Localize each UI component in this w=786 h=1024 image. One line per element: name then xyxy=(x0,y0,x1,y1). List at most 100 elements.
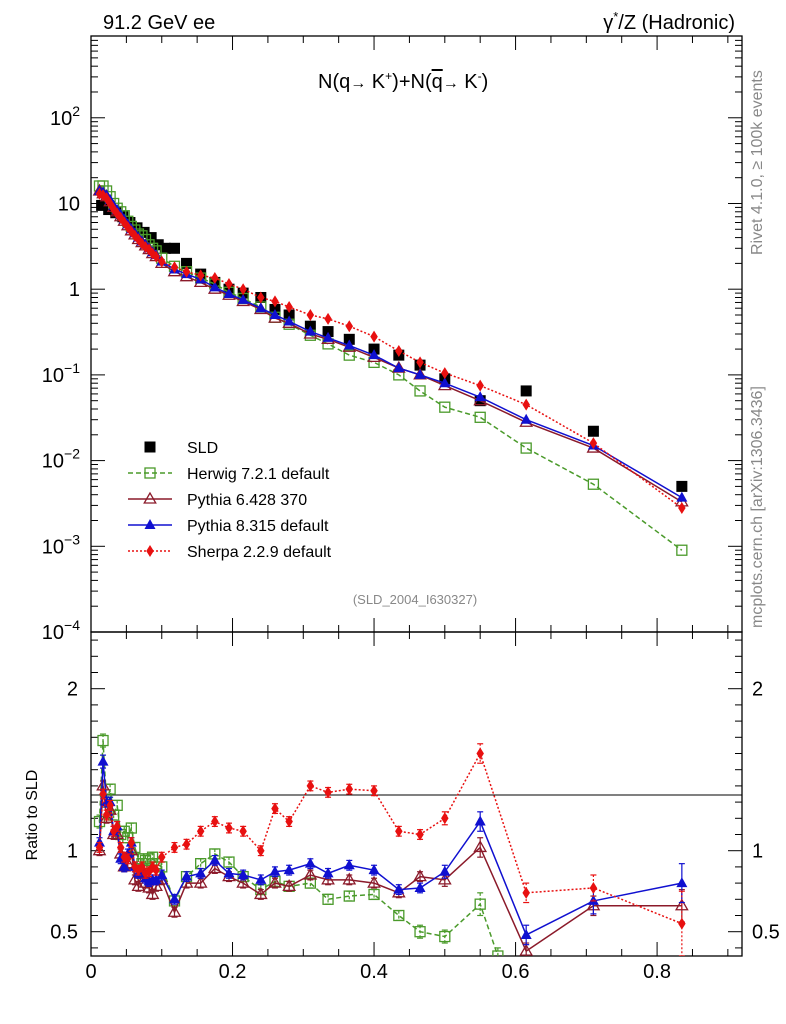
ratio-point xyxy=(152,864,160,877)
data-point xyxy=(322,331,334,342)
ratio-point xyxy=(282,879,297,891)
ratio-point xyxy=(321,872,335,885)
data-point xyxy=(145,232,157,244)
ratio-point xyxy=(343,859,355,870)
ratio-point xyxy=(97,734,109,747)
ratio-point xyxy=(474,815,486,826)
mcplots-label: mcplots.cern.ch [arXiv:1306.3436] xyxy=(749,386,766,628)
data-point xyxy=(283,315,295,326)
data-point xyxy=(257,291,265,304)
axes-layer: 0 0.2 0.4 0.6 0.8 10−4 10−3 10−2 10−1 1 10 102 0.5 0.… xyxy=(42,35,780,983)
ratio-pythia-6-428-370 xyxy=(92,778,689,956)
ratio-point xyxy=(207,861,222,874)
ratio-point xyxy=(150,873,162,884)
ratio-y-tick-label-right: 2 xyxy=(752,679,763,701)
ratio-point xyxy=(271,802,279,815)
ratio-point xyxy=(145,887,160,900)
ratio-point xyxy=(181,870,193,881)
ratio-line xyxy=(98,785,682,953)
y-tick-label: 102 xyxy=(50,103,80,130)
data-point xyxy=(152,239,164,251)
ratio-point xyxy=(106,799,114,812)
ratio-point xyxy=(116,841,125,854)
ratio-point xyxy=(522,886,530,899)
ratio-point xyxy=(103,802,117,815)
y-tick-label: 10−4 xyxy=(42,617,80,644)
ratio-point xyxy=(322,867,334,878)
ratio-point xyxy=(676,877,688,888)
legend-label: Pythia 6.428 370 xyxy=(187,492,307,509)
ratio-y-tick-label: 2 xyxy=(67,679,78,701)
ratio-point xyxy=(182,838,191,851)
main-data-layer xyxy=(92,180,689,556)
y-tick-label: 10−2 xyxy=(42,446,80,473)
ratio-point xyxy=(519,943,534,956)
ratio-y-tick-label: 1 xyxy=(67,841,78,863)
ratio-point xyxy=(211,815,219,828)
legend-marker xyxy=(144,519,156,529)
ratio-point xyxy=(268,875,282,888)
data-point xyxy=(676,480,688,492)
data-point xyxy=(324,312,332,325)
data-point xyxy=(474,391,486,402)
data-point xyxy=(96,199,108,211)
legend: SLD Herwig 7.2.1 default Pythia 6.428 370 P… xyxy=(128,440,332,561)
data-point xyxy=(522,398,530,411)
data-point xyxy=(393,362,405,373)
ratio-point xyxy=(95,841,104,854)
data-point xyxy=(439,401,451,413)
data-point xyxy=(159,242,171,254)
data-point xyxy=(269,308,281,319)
ratio-point xyxy=(253,887,268,900)
data-point xyxy=(196,269,205,282)
ratio-point xyxy=(168,893,180,904)
data-point xyxy=(148,247,157,260)
rivet-version-label: Rivet 4.1.0, ≥ 100k events xyxy=(749,70,766,255)
y-tick-label: 1 xyxy=(69,279,80,301)
y-tick-label: 10 xyxy=(58,193,80,215)
data-point xyxy=(589,437,598,450)
data-point xyxy=(474,411,486,423)
legend-item: SLD xyxy=(144,440,218,457)
observable-title: N(q→ K+)+N(q→ K-) xyxy=(318,69,488,93)
ratio-point xyxy=(589,881,598,894)
ratio-point xyxy=(342,872,357,885)
ratio-point xyxy=(520,928,532,939)
ratio-data-layer xyxy=(92,733,689,956)
ratio-point xyxy=(304,857,316,868)
ratio-line xyxy=(98,740,499,956)
ratio-point xyxy=(441,812,449,825)
ratio-point xyxy=(97,755,109,766)
ratio-point xyxy=(393,883,405,894)
data-point xyxy=(225,277,233,290)
analysis-id: (SLD_2004_I630327) xyxy=(353,592,477,607)
ratio-point xyxy=(195,867,207,878)
ratio-point xyxy=(125,822,137,834)
data-point xyxy=(168,242,180,254)
ratio-point xyxy=(439,930,451,943)
legend-label: Sherpa 2.2.9 default xyxy=(187,544,332,561)
x-tick-label: 0.6 xyxy=(502,961,530,983)
ratio-point xyxy=(99,788,107,800)
data-point xyxy=(370,330,378,343)
x-tick-label: 0.2 xyxy=(219,961,247,983)
ratio-point xyxy=(492,950,504,956)
ratio-point xyxy=(239,825,247,838)
data-point xyxy=(285,300,293,313)
ratio-point xyxy=(283,864,295,875)
data-point xyxy=(138,226,150,238)
data-point xyxy=(345,320,354,333)
ratio-point xyxy=(345,783,354,796)
series-pythia-8-315-default xyxy=(93,184,688,502)
ratio-point xyxy=(223,867,235,878)
ratio-point xyxy=(322,893,334,905)
ratio-point xyxy=(474,898,486,910)
legend-marker xyxy=(144,441,156,453)
data-point xyxy=(223,287,235,298)
ratio-point xyxy=(209,854,221,865)
data-point xyxy=(343,349,355,361)
data-point xyxy=(131,222,143,234)
ratio-point xyxy=(102,809,111,822)
data-point xyxy=(587,425,599,437)
